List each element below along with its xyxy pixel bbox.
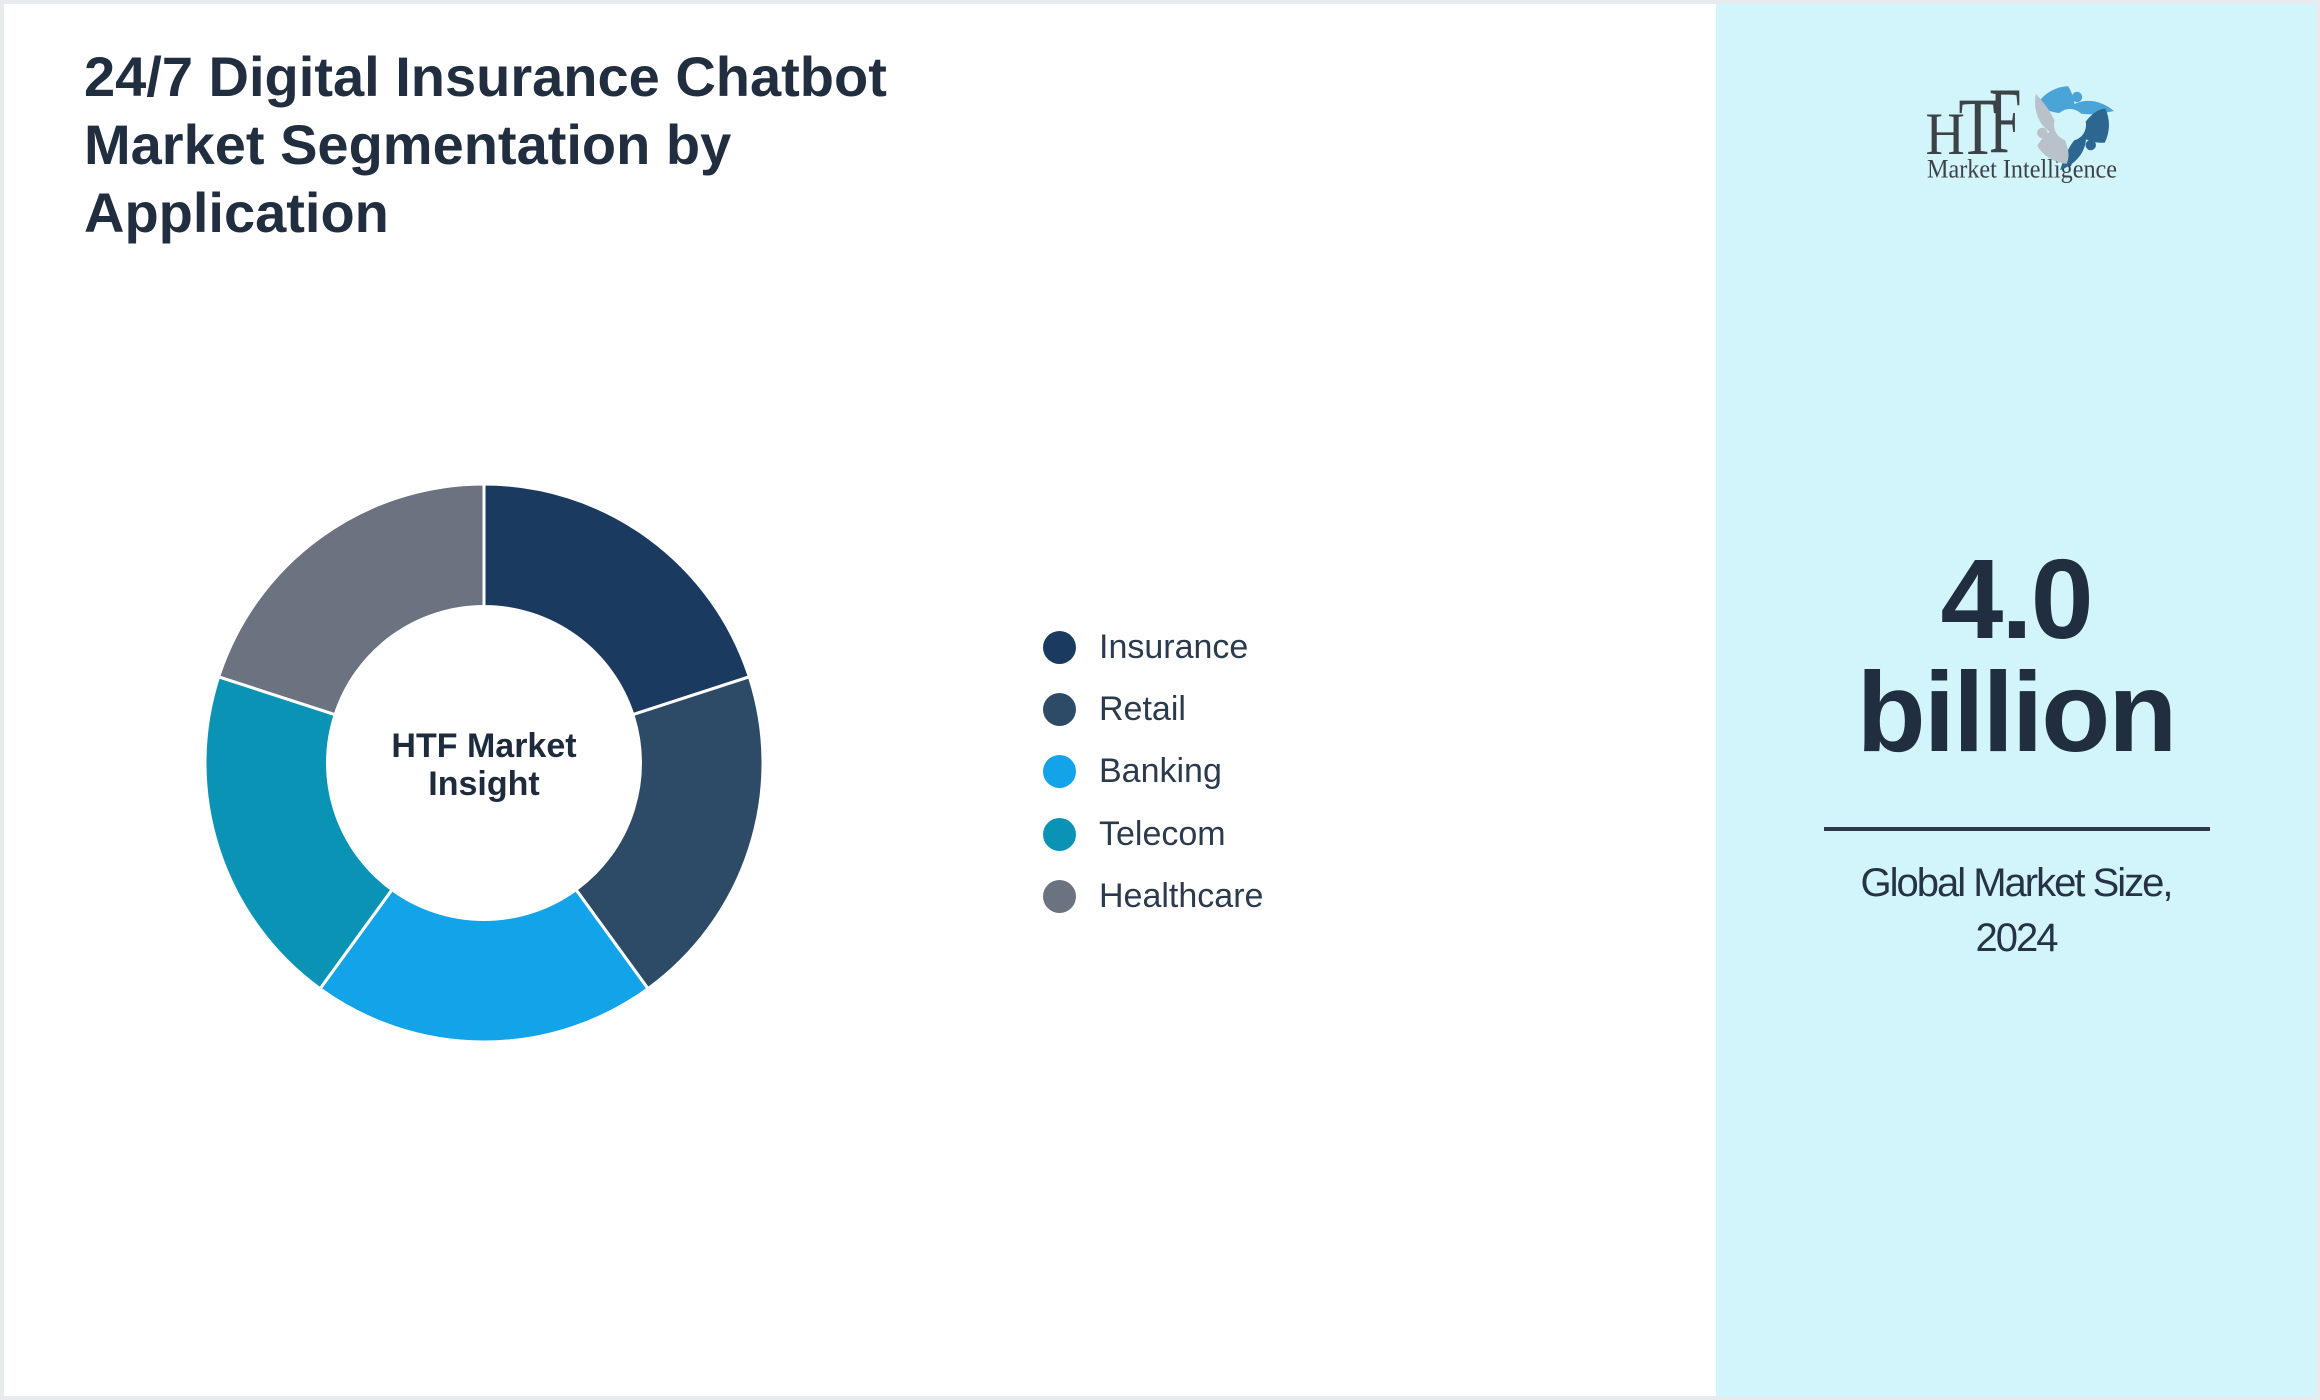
- svg-text:F: F: [1989, 75, 2021, 173]
- svg-text:H: H: [1926, 101, 1965, 167]
- svg-text:Market Intelligence: Market Intelligence: [1927, 155, 2117, 184]
- svg-text:T: T: [1959, 81, 1998, 172]
